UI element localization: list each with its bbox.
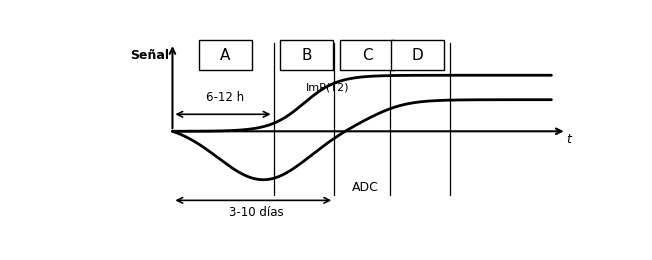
Text: A: A xyxy=(220,48,231,63)
Text: 3-10 días: 3-10 días xyxy=(228,206,283,219)
Text: ImP(T2): ImP(T2) xyxy=(306,82,350,92)
Text: t: t xyxy=(567,133,572,146)
FancyBboxPatch shape xyxy=(199,40,252,70)
FancyBboxPatch shape xyxy=(280,40,333,70)
FancyBboxPatch shape xyxy=(340,40,394,70)
Text: 6-12 h: 6-12 h xyxy=(207,91,244,104)
Text: ADC: ADC xyxy=(352,181,379,194)
Text: C: C xyxy=(362,48,372,63)
Text: Señal: Señal xyxy=(130,49,170,62)
Text: B: B xyxy=(301,48,312,63)
Text: D: D xyxy=(411,48,423,63)
FancyBboxPatch shape xyxy=(391,40,444,70)
